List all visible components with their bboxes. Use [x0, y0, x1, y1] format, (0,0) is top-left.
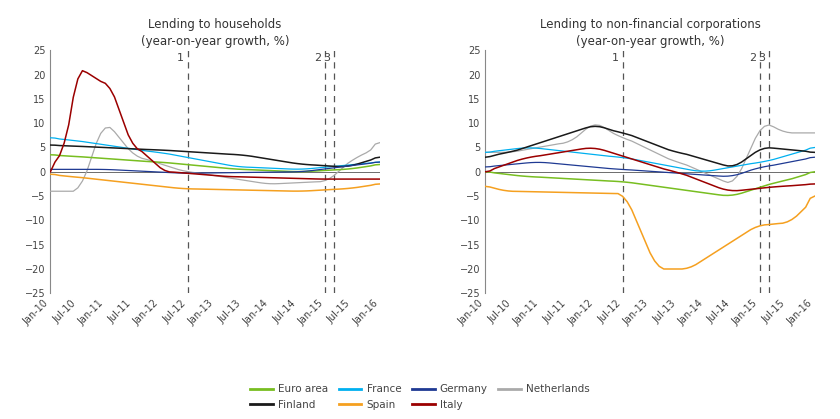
- Text: 3: 3: [759, 53, 765, 63]
- Text: 1: 1: [612, 53, 619, 63]
- Text: 1: 1: [177, 53, 184, 63]
- Title: Lending to households
(year-on-year growth, %): Lending to households (year-on-year grow…: [141, 18, 290, 48]
- Text: 3: 3: [323, 53, 330, 63]
- Title: Lending to non-financial corporations
(year-on-year growth, %): Lending to non-financial corporations (y…: [539, 18, 760, 48]
- Text: 2: 2: [749, 53, 756, 63]
- Text: 2: 2: [314, 53, 322, 63]
- Legend: Euro area, Finland, France, Spain, Germany, Italy, Netherlands: Euro area, Finland, France, Spain, Germa…: [246, 380, 594, 414]
